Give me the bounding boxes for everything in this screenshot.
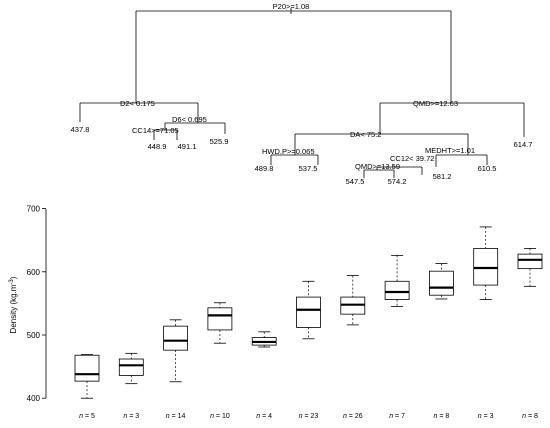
split-label-d6: D6< 0.695 <box>172 115 207 124</box>
y-axis-ticks: 400 500 600 700 <box>27 205 46 403</box>
boxes <box>74 226 543 399</box>
split-label-d2: D2< 0.175 <box>120 99 155 108</box>
iqr-box <box>163 325 189 351</box>
leaf-value: 614.7 <box>514 140 533 149</box>
iqr-box <box>296 296 321 328</box>
box-group <box>384 254 410 307</box>
box-group <box>163 319 189 383</box>
n-label: n = 26 <box>343 413 363 420</box>
leaf-value: 525.9 <box>210 137 229 146</box>
regression-tree <box>79 8 525 178</box>
iqr-box <box>74 354 100 382</box>
y-tick-label: 700 <box>27 205 41 214</box>
box-group <box>207 302 233 344</box>
n-label: n = 10 <box>210 413 230 420</box>
split-label-qmd2: QMD>=13.59 <box>355 162 400 171</box>
box-group <box>74 354 100 399</box>
box-group <box>428 263 454 300</box>
n-label: n = 8 <box>522 413 538 420</box>
n-label: n = 7 <box>389 413 405 420</box>
split-label-medht: MEDHT>=1.01 <box>425 146 475 155</box>
box-group <box>118 352 144 385</box>
n-label: n = 8 <box>434 413 450 420</box>
leaf-value: 547.5 <box>346 177 365 186</box>
split-label-root: P20>=1.08 <box>273 2 310 11</box>
tree-labels: P20>=1.08 D2< 0.175 D6< 0.695 CC14>=71.0… <box>71 2 533 186</box>
leaf-value: 448.9 <box>148 142 167 151</box>
split-label-cc12: CC12< 39.72 <box>390 154 434 163</box>
box-group <box>251 331 277 348</box>
leaf-value: 581.2 <box>433 172 452 181</box>
y-tick-label: 600 <box>27 268 41 277</box>
n-label: n = 5 <box>79 413 95 420</box>
iqr-box <box>207 307 233 331</box>
box-group <box>473 226 499 301</box>
y-axis-label: Density (kg.m-3) <box>9 276 18 333</box>
box-group <box>340 275 366 326</box>
box-group <box>296 280 321 340</box>
n-label: n = 3 <box>478 413 494 420</box>
leaf-value: 537.5 <box>299 164 318 173</box>
leaf-value: 489.8 <box>255 164 274 173</box>
leaf-value: 437.8 <box>71 125 90 134</box>
box-group <box>517 248 543 287</box>
box-plot: 400 500 600 700 Density (kg.m-3) n = 5 n = 3… <box>9 205 543 420</box>
iqr-box <box>384 280 410 301</box>
n-label: n = 4 <box>256 413 272 420</box>
split-label-qmd: QMD>=12.63 <box>413 99 458 108</box>
split-label-hwd: HWD.P>=0.065 <box>262 147 315 156</box>
iqr-box <box>428 270 454 296</box>
split-label-da: DA< 75.2 <box>350 130 381 139</box>
y-tick-label: 500 <box>27 331 41 340</box>
n-labels: n = 5 n = 3 n = 14 n = 10 n = 4 n = 23 n = 26 n… <box>79 413 538 420</box>
iqr-box <box>517 253 543 270</box>
split-label-cc14: CC14>=71.05 <box>132 126 179 135</box>
n-label: n = 14 <box>166 413 186 420</box>
n-label: n = 23 <box>299 413 319 420</box>
leaf-value: 574.2 <box>388 177 407 186</box>
y-tick-label: 400 <box>27 394 41 403</box>
leaf-value: 610.5 <box>478 164 497 173</box>
iqr-box <box>473 248 499 286</box>
n-label: n = 3 <box>123 413 139 420</box>
leaf-value: 491.1 <box>178 142 197 151</box>
iqr-box <box>118 358 144 376</box>
